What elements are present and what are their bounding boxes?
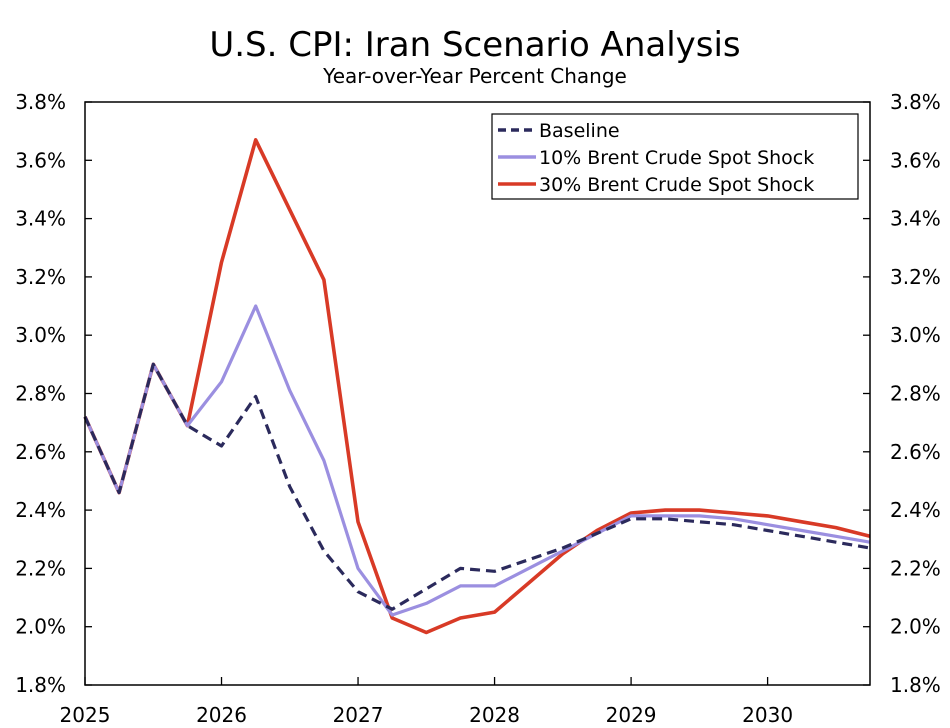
x-tick-label: 2025 xyxy=(60,703,111,727)
series-line-baseline xyxy=(83,362,871,611)
y-tick-label-left: 3.8% xyxy=(15,90,66,114)
y-tick-label-left: 1.8% xyxy=(15,673,66,697)
y-tick-label-right: 2.8% xyxy=(890,382,941,406)
y-tick-label-right: 3.4% xyxy=(890,207,941,231)
x-tick-label: 2028 xyxy=(469,703,520,727)
y-tick-label-left: 2.4% xyxy=(15,498,66,522)
series-line-30-brent-crude-spot-shock xyxy=(83,138,871,635)
legend: Baseline 10% Brent Crude Spot Shock 30% Br… xyxy=(491,113,859,200)
y-tick-label-right: 2.0% xyxy=(890,615,941,639)
y-tick-label-left: 3.6% xyxy=(15,148,66,172)
x-tick-label: 2026 xyxy=(196,703,247,727)
y-tick-label-right: 2.2% xyxy=(890,556,941,580)
x-tick-label: 2030 xyxy=(742,703,793,727)
y-tick-label-right: 1.8% xyxy=(890,673,941,697)
y-tick-label-left: 3.0% xyxy=(15,323,66,347)
series-line-10-brent-crude-spot-shock xyxy=(83,304,871,617)
y-tick-label-right: 3.0% xyxy=(890,323,941,347)
x-tick-label: 2029 xyxy=(606,703,657,727)
y-tick-label-right: 3.6% xyxy=(890,148,941,172)
legend-box xyxy=(491,113,859,200)
y-tick-label-right: 2.6% xyxy=(890,440,941,464)
legend-label: Baseline xyxy=(539,120,620,142)
legend-label: 30% Brent Crude Spot Shock xyxy=(539,174,814,196)
chart-subtitle: Year-over-Year Percent Change xyxy=(322,64,627,88)
y-tick-label-right: 3.2% xyxy=(890,265,941,289)
y-tick-label-right: 2.4% xyxy=(890,498,941,522)
y-tick-label-left: 2.2% xyxy=(15,556,66,580)
y-tick-label-right: 3.8% xyxy=(890,90,941,114)
y-tick-label-left: 2.0% xyxy=(15,615,66,639)
chart-title: U.S. CPI: Iran Scenario Analysis xyxy=(209,25,740,65)
y-tick-label-left: 2.8% xyxy=(15,382,66,406)
y-tick-label-left: 3.4% xyxy=(15,207,66,231)
x-tick-label: 2027 xyxy=(333,703,384,727)
y-tick-label-left: 3.2% xyxy=(15,265,66,289)
legend-label: 10% Brent Crude Spot Shock xyxy=(539,147,814,169)
y-tick-label-left: 2.6% xyxy=(15,440,66,464)
plot-area-frame xyxy=(84,101,871,686)
